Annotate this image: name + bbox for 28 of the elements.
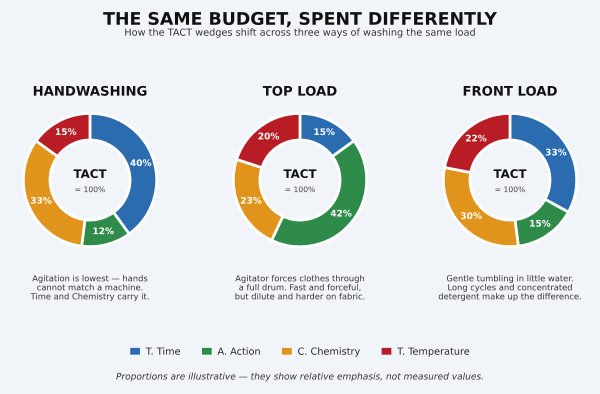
text: Gentle tumbling in little water. Long cycles and concentrated detergent make up the difference. [438, 274, 581, 302]
data-label: 40% [130, 159, 152, 166]
legend-label: T. Temperature [397, 348, 470, 357]
text: THE SAME BUDGET, SPENT DIFFERENTLY [103, 12, 498, 28]
legend-label: A. Action [218, 347, 260, 355]
data-label: 12% [93, 227, 114, 234]
text: How the TACT wedges shift across three ways of washing the same load [125, 28, 475, 38]
data-label: 33% [30, 196, 52, 204]
data-label: 42% [330, 210, 352, 217]
text: Agitator forces clothes through a full drum. Fast and forceful, but dilute and harder on fabric. [235, 274, 364, 300]
data-label: 15% [56, 128, 76, 136]
text: TACT [284, 169, 316, 178]
data-label: 20% [258, 132, 280, 140]
data-label: 33% [546, 148, 566, 156]
data-label: 22% [466, 134, 487, 142]
chart-title: FRONT LOAD [464, 86, 557, 96]
text: TACT [494, 169, 526, 178]
chart-title: HANDWASHING [34, 86, 146, 96]
text: TACT [74, 169, 106, 178]
text: Proportions are illustrative — they show relative emphasis, not measured values. [116, 372, 483, 382]
data-label: 15% [314, 128, 335, 136]
legend-label: T. Time [146, 347, 180, 355]
chart-title: TOP LOAD [262, 86, 337, 96]
legend-label: C. Chemistry [298, 347, 360, 357]
data-label: 23% [240, 196, 262, 204]
data-label: 15% [530, 220, 550, 227]
text: Agitation is lowest — hands cannot match a machine. Time and Chemistry carry it. [30, 274, 149, 302]
data-label: 30% [460, 212, 482, 220]
